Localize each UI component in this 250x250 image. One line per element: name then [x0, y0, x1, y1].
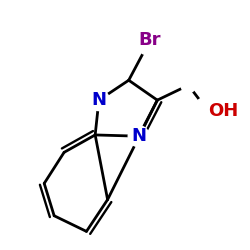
Circle shape	[88, 90, 109, 110]
Circle shape	[128, 126, 149, 147]
Text: OH: OH	[208, 102, 238, 120]
Text: N: N	[92, 91, 106, 109]
Text: Br: Br	[138, 32, 161, 50]
Circle shape	[135, 26, 165, 56]
Circle shape	[193, 96, 223, 126]
Text: N: N	[131, 127, 146, 145]
Circle shape	[181, 78, 196, 93]
